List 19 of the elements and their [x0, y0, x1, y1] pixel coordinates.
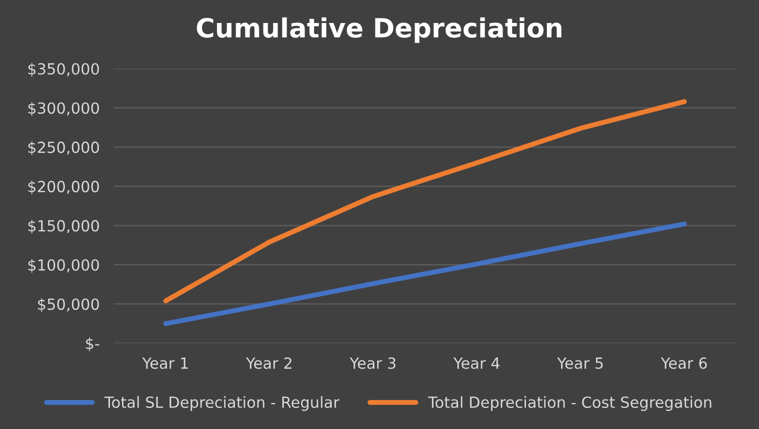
legend-label: Total Depreciation - Cost Segregation — [428, 396, 712, 411]
y-tick-label: $200,000 — [28, 180, 99, 194]
y-tick-label: $250,000 — [28, 141, 99, 156]
chart-title: Cumulative Depreciation — [196, 17, 562, 43]
y-tick-label: $150,000 — [28, 220, 99, 234]
x-tick-label: Year 2 — [246, 357, 292, 369]
y-tick-label: $100,000 — [28, 258, 99, 273]
y-tick-label: $300,000 — [28, 102, 99, 116]
x-tick-label: Year 1 — [142, 358, 188, 369]
x-tick-label: Year 6 — [660, 357, 707, 369]
y-tick-label: $50,000 — [38, 298, 99, 312]
y-tick-label: $350,000 — [28, 62, 99, 77]
legend-label: Total SL Depreciation - Regular — [104, 396, 340, 411]
line-series — [163, 99, 687, 304]
x-tick-label: Year 3 — [350, 357, 396, 369]
y-tick-label: $- — [86, 337, 100, 352]
line-series — [163, 222, 687, 326]
x-tick-label: Year 5 — [557, 358, 603, 369]
x-tick-label: Year 4 — [453, 358, 500, 369]
